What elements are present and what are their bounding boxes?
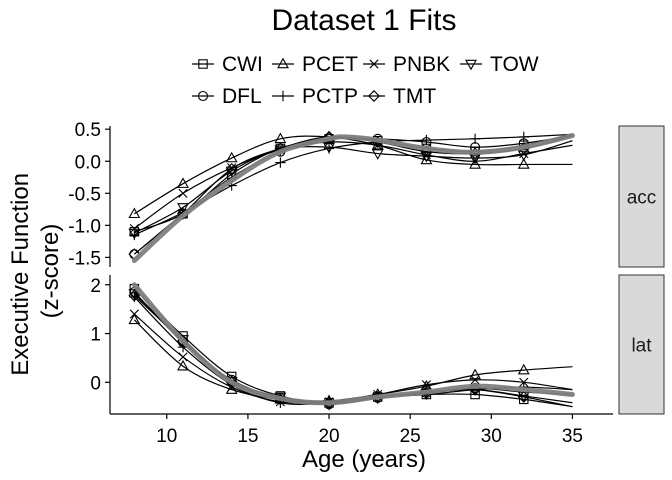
data-point-tow — [177, 203, 189, 214]
legend-marker-triangle-down — [465, 59, 477, 71]
data-point-pcet — [128, 207, 141, 219]
strip-label: acc — [627, 188, 657, 209]
data-point-pnbk — [178, 352, 188, 362]
series-dfl — [129, 133, 573, 260]
facet-lat: lat 0 1 2 — [90, 274, 665, 415]
y-tick-label: 2 — [90, 276, 101, 297]
legend-item-pcet: PCET — [272, 53, 358, 76]
legend-marker-plus — [277, 90, 289, 102]
x-tick-label: 15 — [237, 426, 258, 447]
data-point-pnbk — [470, 375, 480, 385]
x-tick-label: 30 — [481, 426, 502, 447]
data-point-pnbk — [421, 380, 431, 390]
average-fit-line — [131, 133, 575, 264]
y-axis-title: Executive Function (z-score) — [7, 166, 64, 375]
strip-background — [618, 274, 665, 415]
x-axis-title: Age (years) — [302, 446, 426, 473]
legend-marker-diamond — [368, 90, 380, 102]
series-pnbk — [129, 309, 573, 407]
data-point-pctp — [275, 157, 286, 168]
series-pcet — [128, 313, 573, 406]
data-point-tow — [517, 391, 530, 403]
strip-background — [618, 125, 665, 268]
data-point-pcet — [420, 153, 433, 165]
average-fit-line — [131, 282, 575, 406]
data-point-pcet — [225, 151, 238, 163]
data-point-pcet — [469, 368, 482, 380]
data-point-pnbk — [178, 188, 188, 198]
y-tick-label: 0 — [90, 373, 101, 394]
data-point-tow — [420, 151, 433, 163]
y-tick-label: 1 — [90, 325, 101, 346]
legend-label: PCET — [302, 53, 358, 76]
y-axis-title-line-1: Executive Function — [7, 173, 34, 376]
y-tick-label: -1.5 — [68, 248, 101, 269]
legend-item-tow: TOW — [460, 53, 539, 76]
data-point-pnbk — [519, 377, 529, 387]
data-point-tow — [517, 150, 530, 162]
x-tick-label: 25 — [400, 426, 421, 447]
legend-item-tmt: TMT — [363, 85, 436, 108]
data-point-pctp — [421, 134, 432, 146]
data-point-pctp — [518, 131, 529, 143]
fit-line-pcet — [134, 135, 573, 215]
series-tow — [128, 289, 573, 411]
facet-strip-lat: lat — [618, 274, 665, 415]
data-point-tmt — [323, 130, 336, 143]
y-tick-label: -1.0 — [68, 216, 101, 237]
fit-line-pnbk — [133, 141, 573, 230]
legend-label: TOW — [490, 53, 539, 76]
facet-acc: acc -1.5 -1.0 -0.5 0.0 0.5 — [68, 120, 665, 269]
legend: CWI PCET PNBK TOW DFL PCTP TMT — [192, 53, 539, 108]
legend-item-pnbk: PNBK — [363, 53, 450, 76]
x-axis: 10 15 20 25 30 35 — [156, 414, 583, 447]
strip-label: lat — [631, 336, 652, 357]
facet-strip-acc: acc — [618, 125, 665, 268]
legend-item-dfl: DFL — [192, 85, 262, 108]
x-tick-label: 35 — [562, 426, 583, 447]
x-tick-label: 20 — [318, 426, 339, 447]
legend-marker-circle — [197, 90, 209, 102]
legend-marker-square — [198, 59, 208, 69]
data-point-tow — [128, 228, 141, 240]
data-point-tow — [128, 289, 141, 300]
legend-item-cwi: CWI — [192, 53, 263, 76]
y-tick-label: -0.5 — [68, 184, 101, 205]
data-point-tow — [323, 142, 335, 154]
legend-label: PCTP — [302, 85, 358, 108]
legend-item-pctp: PCTP — [272, 85, 358, 108]
legend-label: CWI — [222, 53, 263, 76]
facet-panels: acc -1.5 -1.0 -0.5 0.0 0.5 lat 0 1 2 — [68, 120, 665, 415]
data-point-tmt — [128, 289, 141, 302]
chart-title: Dataset 1 Fits — [271, 4, 456, 37]
x-tick-label: 10 — [156, 426, 177, 447]
data-point-pctp — [469, 133, 481, 145]
data-point-pnbk — [129, 309, 139, 319]
fit-line-tow — [134, 140, 573, 234]
series-tow — [128, 140, 573, 240]
data-point-cwi — [519, 394, 529, 405]
y-tick-label: 0.5 — [75, 120, 101, 141]
y-axis-title-line-2: (z-score) — [37, 224, 64, 319]
data-point-pcet — [177, 359, 189, 371]
data-point-tow — [225, 166, 238, 178]
legend-marker-x — [369, 59, 379, 69]
legend-marker-triangle-up — [277, 57, 289, 69]
data-point-pcet — [517, 363, 530, 375]
legend-label: DFL — [222, 85, 262, 108]
data-point-pcet — [177, 177, 189, 188]
data-point-pcet — [128, 313, 141, 325]
data-point-pcet — [517, 158, 530, 169]
legend-label: PNBK — [393, 53, 450, 76]
data-point-tow — [371, 149, 384, 160]
y-tick-label: 0.0 — [75, 152, 101, 173]
legend-label: TMT — [393, 85, 436, 108]
